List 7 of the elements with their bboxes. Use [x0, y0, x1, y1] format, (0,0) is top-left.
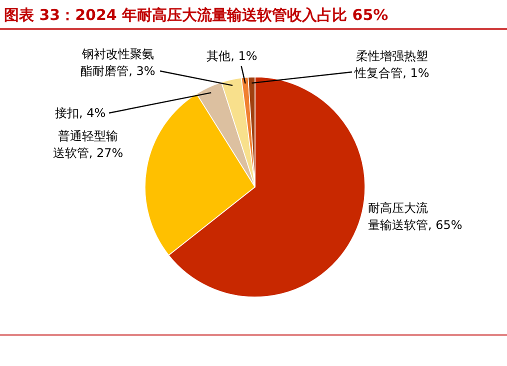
- slice-label: 钢衬改性聚氨酯耐磨管, 3%: [80, 46, 156, 80]
- slice-label: 普通轻型输送软管, 27%: [52, 128, 124, 162]
- slice-label: 其他, 1%: [206, 48, 258, 65]
- slice-label: 柔性增强热塑性复合管, 1%: [353, 48, 430, 82]
- chart-title: 图表 33：2024 年耐高压大流量输送软管收入占比 65%: [4, 6, 388, 24]
- slice-label: 耐高压大流量输送软管, 65%: [368, 200, 462, 234]
- slice-label: 接扣, 4%: [55, 105, 106, 122]
